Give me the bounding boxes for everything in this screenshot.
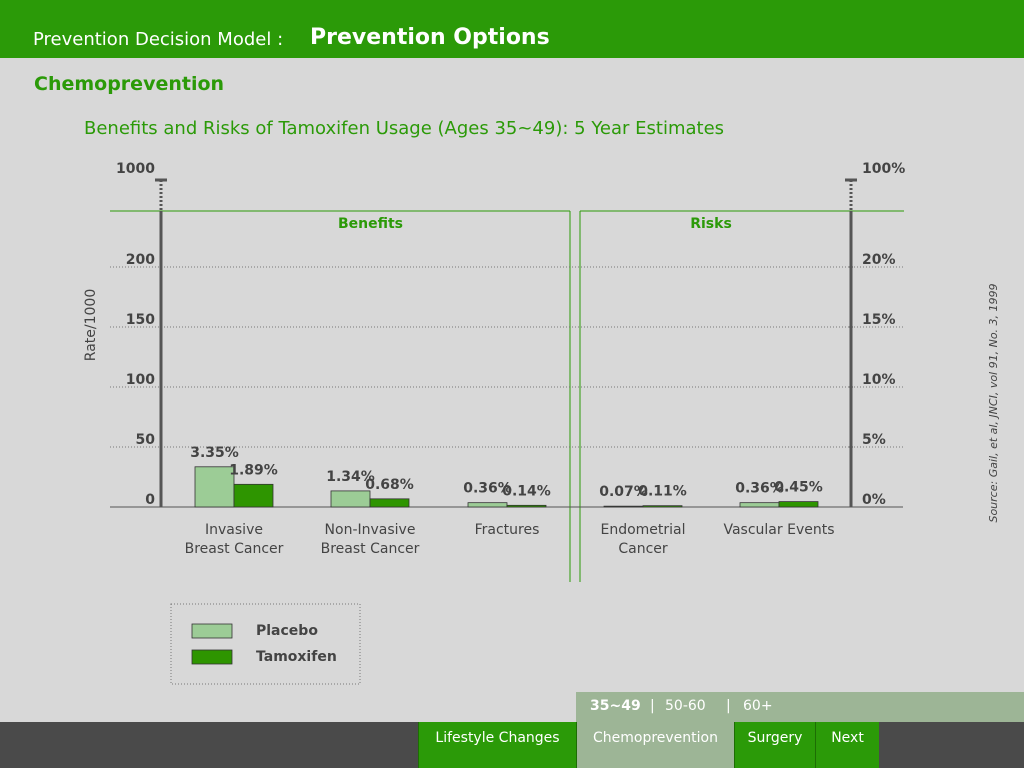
legend-swatch: [191, 649, 233, 665]
y-tick-label: 50: [136, 432, 156, 448]
value-label: 1.34%: [326, 469, 375, 485]
chart-title: Benefits and Risks of Tamoxifen Usage (A…: [84, 118, 724, 139]
separator: |: [650, 698, 655, 714]
x-tick-label: Non-Invasive Breast Cancer: [320, 522, 420, 557]
y-tick-label: 1000: [116, 161, 155, 177]
source-note: Source: Gail, et al, JNCI, vol 91, No. 3…: [987, 283, 1000, 522]
y2-tick-label: 20%: [862, 252, 896, 268]
bar: [603, 505, 644, 508]
value-label: 0.45%: [774, 480, 823, 496]
bar: [467, 502, 508, 508]
y-tick-label: 200: [126, 252, 155, 268]
bar: [194, 466, 235, 508]
legend-label: Tamoxifen: [256, 649, 337, 665]
bar: [778, 501, 819, 508]
legend-swatch: [191, 623, 233, 639]
y-tick-label: 0: [145, 492, 155, 508]
x-tick-label: Fractures: [474, 522, 540, 538]
bar: [642, 505, 683, 508]
group-label: Benefits: [338, 216, 403, 232]
value-label: 0.36%: [463, 481, 512, 497]
value-label: 0.68%: [365, 477, 414, 493]
x-tick-label: Invasive Breast Cancer: [184, 522, 284, 557]
separator: |: [726, 698, 731, 714]
nav-tab[interactable]: Surgery: [734, 722, 815, 768]
bar: [739, 502, 780, 508]
age-option[interactable]: 60+: [743, 698, 773, 714]
value-label: 0.36%: [735, 481, 784, 497]
y2-tick-label: 10%: [862, 372, 896, 388]
header: Prevention Decision Model : Prevention O…: [0, 0, 1024, 58]
group-label: Risks: [690, 216, 732, 232]
section-title: Chemoprevention: [34, 73, 225, 95]
age-selector: 35~49 | 50-60 | 60+: [576, 692, 1024, 722]
bar: [506, 504, 547, 508]
bar: [369, 498, 410, 508]
legend-box: [170, 603, 361, 685]
value-label: 0.11%: [638, 484, 687, 500]
y-tick-label: 150: [126, 312, 155, 328]
bar: [233, 483, 274, 508]
x-tick-label: Endometrial Cancer: [600, 522, 686, 557]
y-tick-label: 100: [126, 372, 155, 388]
y-axis-label: Rate/1000: [83, 289, 99, 361]
value-label: 0.07%: [599, 484, 648, 500]
page-title: Prevention Options: [310, 25, 550, 50]
nav-tab[interactable]: Lifestyle Changes: [418, 722, 576, 768]
value-label: 1.89%: [229, 462, 278, 478]
nav-tab-active[interactable]: Chemoprevention: [576, 722, 734, 768]
age-option[interactable]: 50-60: [665, 698, 706, 714]
value-label: 0.14%: [502, 483, 551, 499]
y2-tick-label: 0%: [862, 492, 886, 508]
y2-tick-label: 5%: [862, 432, 886, 448]
value-label: 3.35%: [190, 445, 239, 461]
nav-tab[interactable]: Next: [815, 722, 879, 768]
legend-label: Placebo: [256, 623, 318, 639]
y2-tick-label: 100%: [862, 161, 905, 177]
chart: Benefits and Risks of Tamoxifen Usage (A…: [83, 118, 1000, 685]
bar: [330, 490, 371, 508]
y2-tick-label: 15%: [862, 312, 896, 328]
x-tick-label: Vascular Events: [723, 522, 835, 538]
age-option[interactable]: 35~49: [590, 698, 641, 714]
app-title: Prevention Decision Model :: [33, 29, 284, 50]
